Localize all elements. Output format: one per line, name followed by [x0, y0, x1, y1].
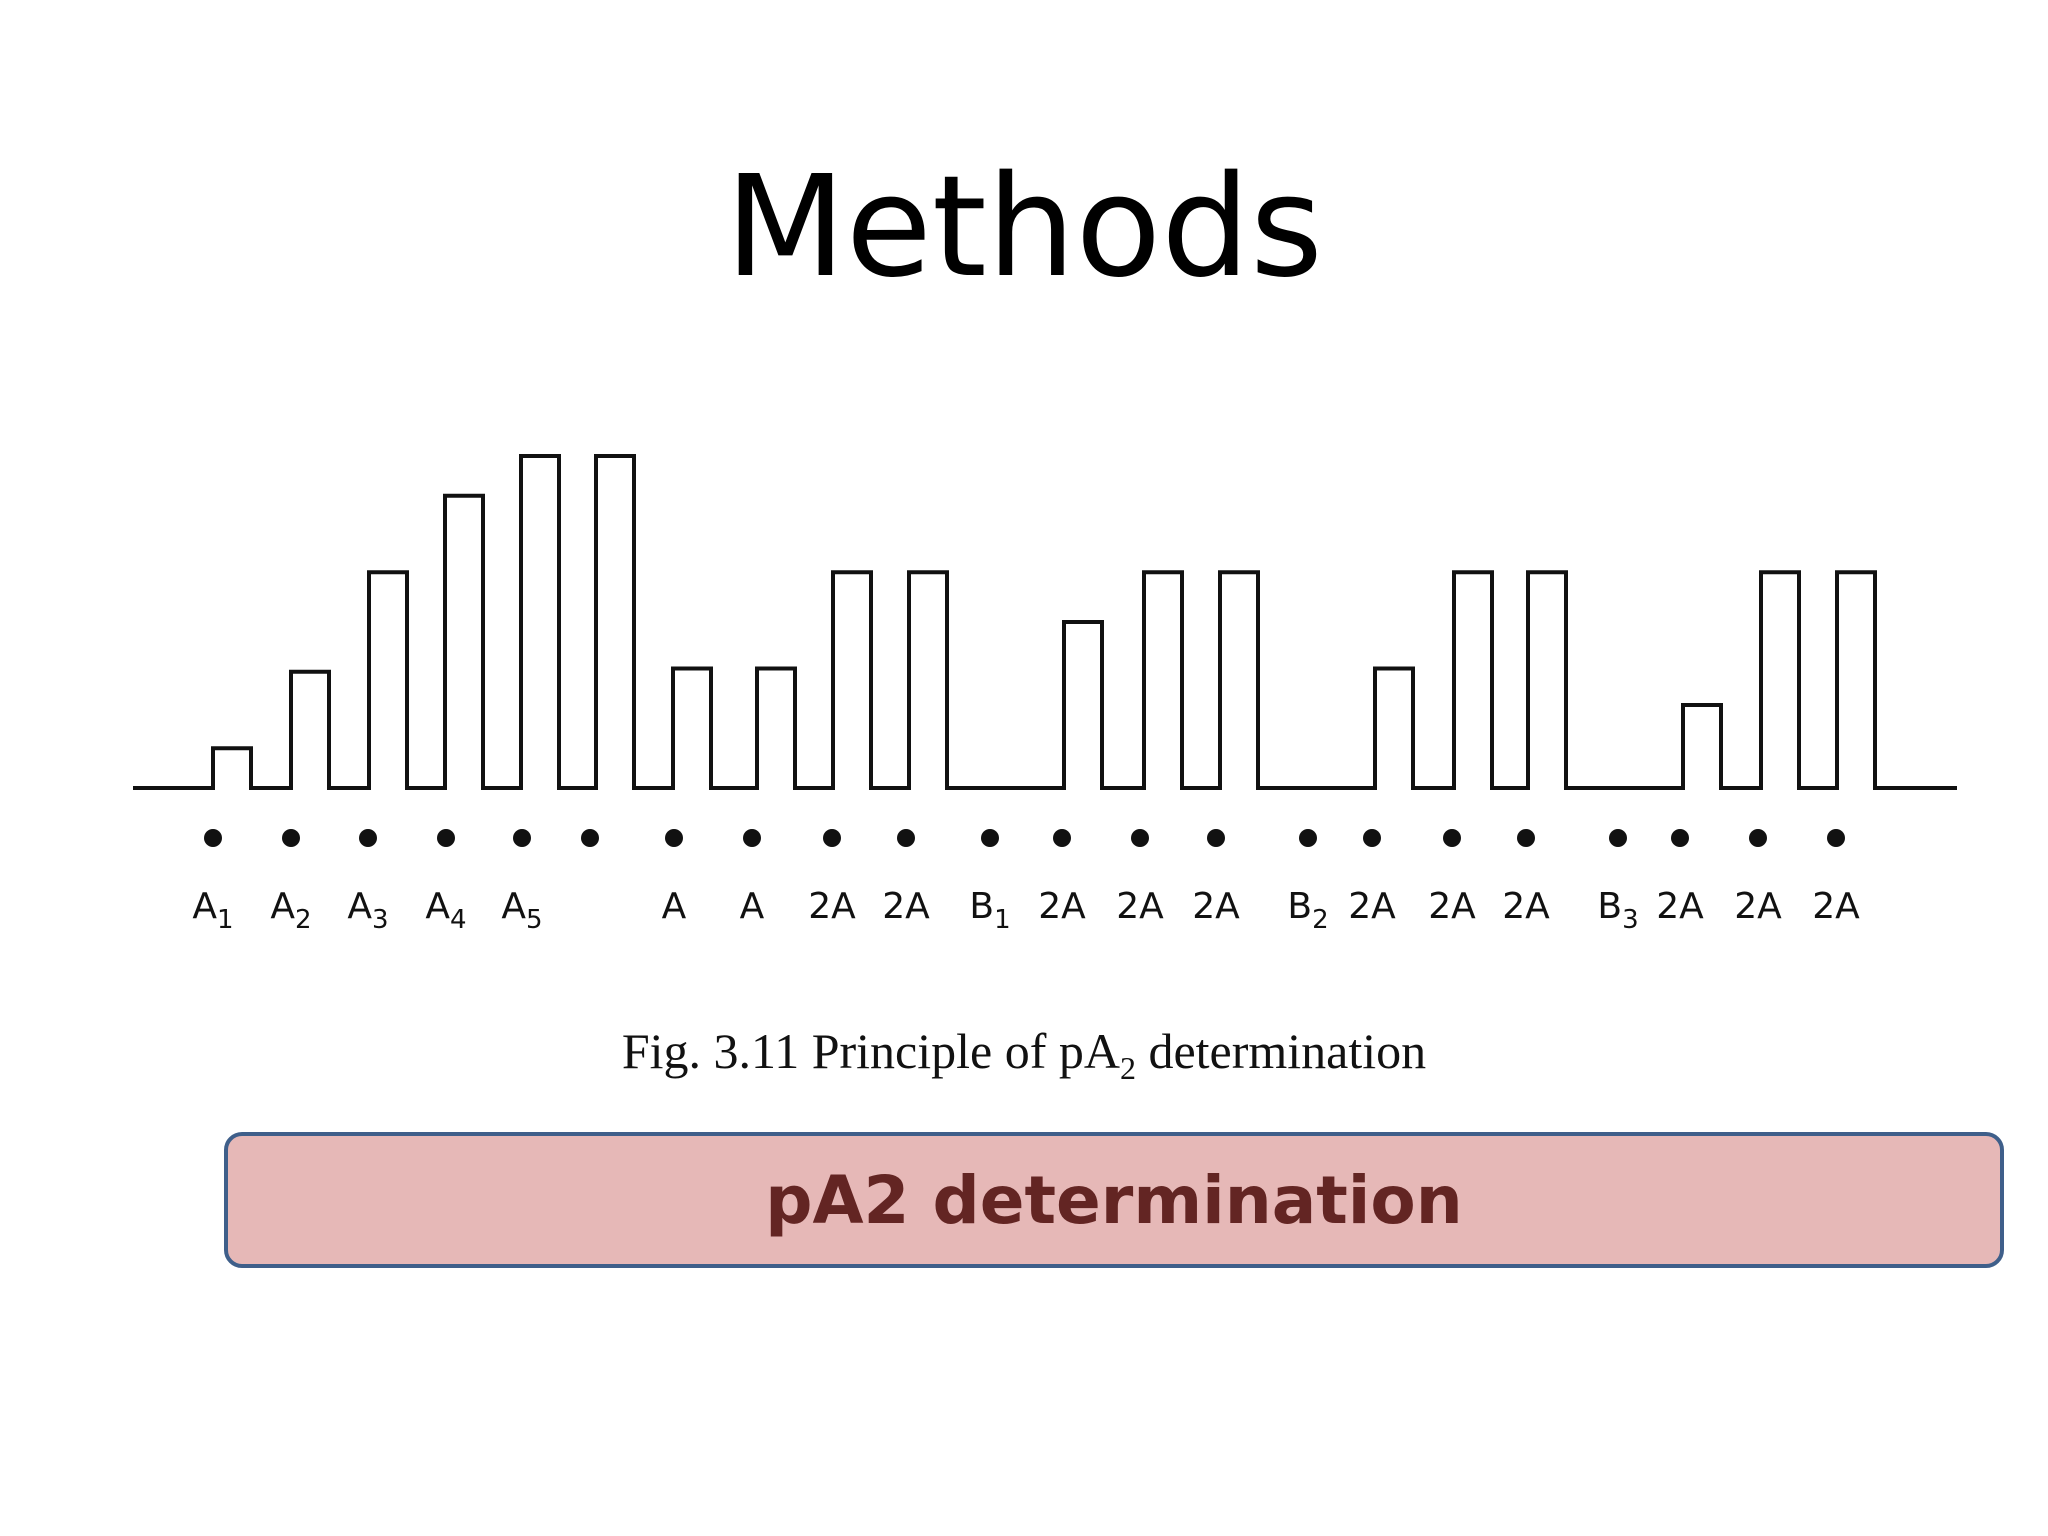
- dose-label: 2A: [1812, 886, 1860, 927]
- dose-label: 2A: [1038, 886, 1086, 927]
- dose-dot: [743, 829, 761, 847]
- dose-label: 2A: [1734, 886, 1782, 927]
- dose-dot: [1443, 829, 1461, 847]
- dose-label-main: 2A: [1116, 886, 1164, 927]
- slide-title: Methods: [724, 146, 1323, 309]
- summary-banner: pA2 determination: [224, 1132, 2004, 1268]
- dose-label-main: 2A: [1502, 886, 1550, 927]
- banner-text: pA2 determination: [765, 1161, 1463, 1239]
- dose-dot: [897, 829, 915, 847]
- dose-label-main: 2A: [1038, 886, 1086, 927]
- dose-dot: [981, 829, 999, 847]
- dose-label-main: 2A: [1192, 886, 1240, 927]
- dose-labels: A1 A2 A3 A4 A5 A A 2A 2A B1 2A 2A 2A B2 2A 2A 2A B3 2A 2A 2A: [192, 886, 1860, 935]
- dose-label-main: 2A: [1428, 886, 1476, 927]
- dose-label-main: A: [270, 886, 295, 927]
- dose-markers: [204, 829, 1845, 847]
- dose-dot: [437, 829, 455, 847]
- dose-dot: [665, 829, 683, 847]
- response-trace: [133, 454, 1957, 790]
- dose-label: A1: [192, 886, 233, 935]
- figure-caption: Fig. 3.11 Principle of pA2 determination: [0, 1022, 2048, 1087]
- dose-label-main: A: [425, 886, 450, 927]
- dose-label: A: [662, 886, 687, 927]
- dose-label: A: [740, 886, 765, 927]
- dose-label: B1: [969, 886, 1010, 935]
- dose-label-main: A: [662, 886, 687, 927]
- dose-dot: [1609, 829, 1627, 847]
- dose-dot: [359, 829, 377, 847]
- dose-dot: [1363, 829, 1381, 847]
- dose-label-subscript: 3: [1622, 905, 1639, 935]
- dose-label-main: 2A: [808, 886, 856, 927]
- dose-label-main: B: [969, 886, 994, 927]
- dose-dot: [1207, 829, 1225, 847]
- dose-label-main: 2A: [1656, 886, 1704, 927]
- dose-label-main: A: [192, 886, 217, 927]
- dose-label-subscript: 5: [526, 905, 543, 935]
- dose-label: 2A: [808, 886, 856, 927]
- caption-prefix: Fig. 3.11 Principle of pA: [621, 1023, 1120, 1079]
- dose-label: 2A: [1348, 886, 1396, 927]
- dose-dot: [1827, 829, 1845, 847]
- dose-label: B3: [1597, 886, 1638, 935]
- dose-label-main: A: [501, 886, 526, 927]
- caption-subscript: 2: [1119, 1050, 1136, 1086]
- dose-label-subscript: 3: [372, 905, 389, 935]
- dose-label: 2A: [1428, 886, 1476, 927]
- dose-dot: [282, 829, 300, 847]
- dose-label: A2: [270, 886, 311, 935]
- dose-label: 2A: [1192, 886, 1240, 927]
- dose-label-subscript: 1: [994, 905, 1011, 935]
- dose-label-main: 2A: [1348, 886, 1396, 927]
- dose-dot: [1517, 829, 1535, 847]
- dose-label-subscript: 2: [295, 905, 312, 935]
- dose-label: 2A: [1116, 886, 1164, 927]
- dose-dot: [1671, 829, 1689, 847]
- dose-dot: [1053, 829, 1071, 847]
- dose-dot: [1299, 829, 1317, 847]
- dose-dot: [1131, 829, 1149, 847]
- dose-label-main: 2A: [882, 886, 930, 927]
- dose-label-main: 2A: [1812, 886, 1860, 927]
- dose-label-main: B: [1597, 886, 1622, 927]
- dose-label-main: 2A: [1734, 886, 1782, 927]
- dose-label: 2A: [1502, 886, 1550, 927]
- dose-label-main: A: [347, 886, 372, 927]
- dose-label: A4: [425, 886, 466, 935]
- dose-label: A5: [501, 886, 542, 935]
- dose-label: 2A: [1656, 886, 1704, 927]
- dose-label: B2: [1287, 886, 1328, 935]
- dose-label-main: A: [740, 886, 765, 927]
- caption-suffix: determination: [1135, 1023, 1427, 1079]
- dose-dot: [513, 829, 531, 847]
- dose-label-subscript: 2: [1312, 905, 1329, 935]
- dose-dot: [1749, 829, 1767, 847]
- dose-label: A3: [347, 886, 388, 935]
- dose-label-subscript: 1: [217, 905, 234, 935]
- dose-label: 2A: [882, 886, 930, 927]
- dose-label-subscript: 4: [450, 905, 467, 935]
- dose-dot: [204, 829, 222, 847]
- dose-dot: [581, 829, 599, 847]
- dose-dot: [823, 829, 841, 847]
- dose-label-main: B: [1287, 886, 1312, 927]
